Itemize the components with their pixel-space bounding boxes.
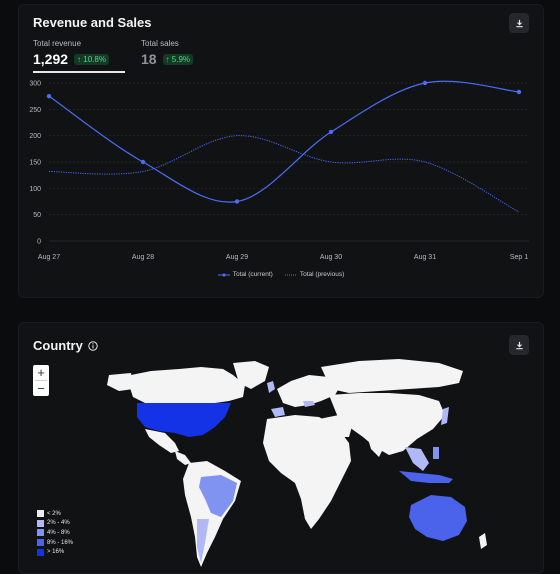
legend-label-previous: Total (previous) [299, 271, 345, 278]
country-shape-russia [321, 359, 463, 393]
data-point [422, 80, 428, 86]
country-shape-mexico [145, 429, 179, 453]
legend-swatch [37, 529, 44, 537]
country-title-row: Country [33, 338, 98, 353]
y-tick-label: 50 [33, 212, 41, 219]
download-icon [515, 341, 523, 349]
kpi-active-underline [33, 71, 125, 73]
legend-label-current: Total (current) [232, 271, 273, 278]
zoom-in-button[interactable]: + [37, 365, 45, 380]
country-shape-usa [137, 403, 231, 437]
info-icon[interactable] [88, 340, 98, 351]
country-shape-brazil [199, 475, 237, 517]
x-tick-label: Aug 31 [414, 254, 436, 261]
data-point [328, 129, 334, 135]
revenue-line-chart: 0 50 100 150 200 250 300 Aug 27 Aug 28 Aug 29 Aug … [29, 80, 529, 261]
series-line-current [48, 80, 520, 203]
data-point [46, 93, 52, 99]
country-shape-africa [263, 415, 351, 529]
dotted-line-icon [284, 274, 297, 275]
revenue-download-button[interactable] [509, 13, 529, 33]
data-point [140, 159, 146, 165]
country-shape-greenland [233, 361, 269, 389]
legend-label: 4% - 8% [47, 529, 70, 536]
data-point [516, 89, 522, 95]
kpi-label: Total revenue [33, 39, 82, 48]
kpi-delta-badge: ↑ 10.8% [74, 53, 109, 65]
legend-label: > 16% [47, 549, 65, 556]
country-title: Country [33, 338, 83, 353]
revenue-sales-title: Revenue and Sales [33, 15, 152, 30]
map-legend: < 2% 2% - 4% 4% - 8% 8% - 16% > 16% [37, 509, 73, 557]
revenue-sales-panel: Revenue and Sales Total revenue 1,292 ↑ … [18, 4, 544, 298]
country-shape-central-america [175, 451, 191, 465]
x-tick-label: Aug 29 [226, 254, 248, 261]
map-zoom-control: + − [33, 365, 49, 396]
map-legend-row: 8% - 16% [37, 538, 73, 548]
country-shape-indonesia [399, 471, 453, 483]
kpi-total-revenue[interactable]: Total revenue 1,292 ↑ 10.8% [33, 39, 109, 67]
country-shape-india [365, 427, 387, 457]
legend-swatch [37, 510, 44, 518]
legend-label: < 2% [47, 510, 61, 517]
country-shape-europe [277, 375, 341, 407]
legend-swatch [37, 539, 44, 547]
country-shape-argentina [197, 519, 209, 563]
country-shape-philippines [433, 447, 439, 459]
kpi-value: 1,292 [33, 51, 69, 67]
y-tick-label: 300 [29, 81, 41, 88]
country-panel: Country [18, 322, 544, 574]
download-icon [515, 19, 523, 27]
legend-label: 8% - 16% [47, 539, 74, 546]
country-shape-uk [267, 381, 275, 393]
kpi-delta-badge: ↑ 5.9% [162, 53, 194, 65]
y-tick-label: 100 [29, 186, 41, 193]
x-tick-label: Aug 27 [38, 254, 60, 261]
y-tick-label: 0 [37, 239, 41, 246]
legend-item-current[interactable]: Total (current) [217, 271, 273, 278]
country-shape-australia [409, 495, 467, 541]
map-legend-row: < 2% [37, 509, 73, 519]
country-shape-new-zealand [479, 533, 487, 549]
legend-label: 2% - 4% [47, 520, 70, 527]
map-legend-row: > 16% [37, 547, 73, 557]
zoom-out-button[interactable]: − [37, 381, 45, 396]
map-legend-row: 4% - 8% [37, 528, 73, 538]
country-shape-alaska [107, 373, 133, 391]
y-tick-label: 150 [29, 160, 41, 167]
y-tick-label: 250 [29, 107, 41, 114]
country-download-button[interactable] [509, 335, 529, 355]
data-point [234, 199, 240, 204]
country-shape-southeast-asia [405, 447, 429, 471]
world-choropleth-map[interactable] [19, 323, 543, 573]
chart-legend: Total (current) Total (previous) [19, 271, 543, 278]
country-shape-japan [441, 407, 449, 425]
x-tick-label: Aug 28 [132, 254, 154, 261]
x-tick-label: Aug 30 [320, 254, 342, 261]
legend-swatch [37, 519, 44, 527]
y-tick-label: 200 [29, 133, 41, 140]
legend-item-previous[interactable]: Total (previous) [284, 271, 345, 278]
kpi-total-sales[interactable]: Total sales 18 ↑ 5.9% [141, 39, 194, 67]
series-line-previous [48, 135, 520, 213]
country-shape-canada [129, 367, 245, 403]
solid-line-dot-icon [217, 272, 230, 277]
country-shape-asia [329, 393, 445, 455]
kpi-label: Total sales [141, 39, 179, 48]
country-shape-middle-east [319, 415, 353, 437]
country-shape-spain [271, 407, 285, 417]
legend-swatch [37, 548, 44, 556]
zoom-divider [35, 380, 47, 381]
country-shape-turkey [303, 401, 315, 407]
map-legend-row: 2% - 4% [37, 519, 73, 529]
kpi-value: 18 [141, 51, 157, 67]
x-tick-label: Sep 1 [510, 254, 528, 261]
